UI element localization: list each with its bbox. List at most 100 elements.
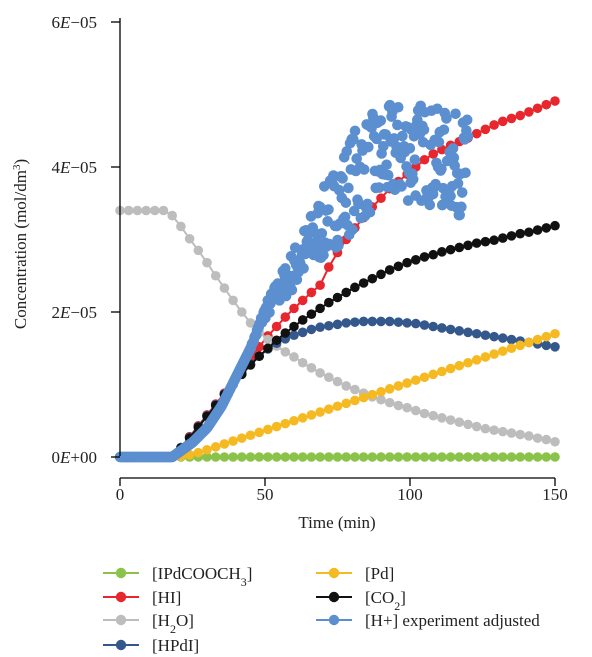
data-point (419, 320, 430, 330)
data-point (332, 319, 343, 330)
data-point (271, 452, 282, 462)
data-point (210, 442, 221, 452)
data-point (384, 384, 395, 394)
data-point (489, 235, 499, 246)
data-point (315, 303, 325, 314)
data-point (506, 428, 517, 438)
x-tick-label: 150 (542, 485, 568, 504)
data-point (341, 287, 352, 298)
data-point (332, 376, 343, 387)
data-point (358, 452, 369, 462)
series-h2o (115, 205, 560, 447)
data-point (463, 240, 473, 251)
data-point (193, 447, 204, 458)
data-point (202, 444, 212, 455)
legend-label-part: 2 (394, 599, 400, 613)
data-point (498, 452, 508, 462)
legend-label: [Pd] (365, 564, 394, 583)
data-point (445, 190, 456, 202)
legend-marker (115, 591, 127, 603)
data-point (463, 419, 473, 430)
y-tick-e: E (59, 13, 71, 32)
data-point (419, 408, 430, 419)
data-point (402, 318, 412, 328)
data-point (498, 426, 508, 437)
data-point (228, 295, 238, 306)
legend-label-part: [HPdI] (152, 636, 199, 655)
data-point (323, 204, 334, 215)
data-point (286, 284, 298, 296)
legend-marker (115, 614, 127, 626)
data-point (407, 174, 419, 185)
data-point (445, 324, 456, 335)
data-point (367, 273, 378, 284)
data-point (245, 318, 256, 328)
data-point (350, 452, 360, 462)
data-point (454, 242, 465, 253)
data-point (263, 452, 273, 462)
y-tick-label: 6E−05 (52, 13, 97, 32)
data-point (375, 115, 387, 126)
data-point (419, 372, 430, 383)
data-point (388, 133, 400, 144)
data-point (498, 346, 508, 356)
data-point (306, 287, 317, 298)
data-point (254, 452, 264, 462)
data-point (419, 452, 430, 462)
data-point (297, 452, 308, 462)
data-point (350, 395, 360, 406)
data-point (219, 283, 230, 293)
data-point (393, 317, 404, 327)
data-point (489, 425, 499, 435)
data-point (358, 392, 369, 403)
data-point (393, 261, 404, 272)
data-point (184, 233, 195, 244)
data-point (506, 343, 517, 354)
data-point (393, 381, 404, 391)
legend-marker (115, 639, 127, 651)
plot-area (114, 96, 560, 463)
data-point (424, 199, 436, 211)
data-point (298, 263, 309, 274)
y-tick-exponent: +00 (70, 448, 97, 467)
data-point (332, 452, 343, 462)
y-axis-title-close: ) (11, 159, 30, 165)
y-tick-mantissa: 2 (52, 303, 61, 322)
data-point (463, 357, 473, 368)
legend-label-part: ] (400, 588, 406, 607)
data-point (324, 262, 334, 272)
data-point (210, 270, 221, 281)
legend-label: [H+] experiment adjusted (365, 611, 540, 630)
legend-item-ipdcooch3: [IPdCOOCH3] (103, 564, 252, 589)
data-point (498, 116, 508, 127)
data-point (306, 410, 317, 420)
data-point (280, 418, 291, 429)
data-point (315, 322, 325, 333)
data-point (550, 220, 560, 231)
data-point (315, 452, 325, 462)
data-point (402, 195, 414, 206)
data-point (315, 280, 325, 290)
data-point (393, 400, 404, 411)
data-point (461, 114, 473, 126)
y-tick-exponent: −05 (70, 13, 97, 32)
data-point (376, 193, 386, 203)
data-point (506, 113, 517, 124)
data-point (541, 223, 552, 233)
data-point (245, 452, 256, 462)
data-point (428, 149, 439, 159)
legend-item-h2o: [H2O] (103, 611, 194, 636)
data-point (315, 407, 325, 417)
data-point (480, 330, 491, 341)
data-point (445, 244, 456, 255)
data-point (315, 368, 325, 378)
legend-marker (328, 614, 340, 626)
data-point (373, 182, 385, 193)
data-point (445, 363, 456, 374)
data-point (324, 297, 334, 308)
data-point (306, 363, 317, 373)
data-point (515, 452, 525, 462)
data-point (306, 324, 317, 335)
data-point (271, 421, 282, 432)
